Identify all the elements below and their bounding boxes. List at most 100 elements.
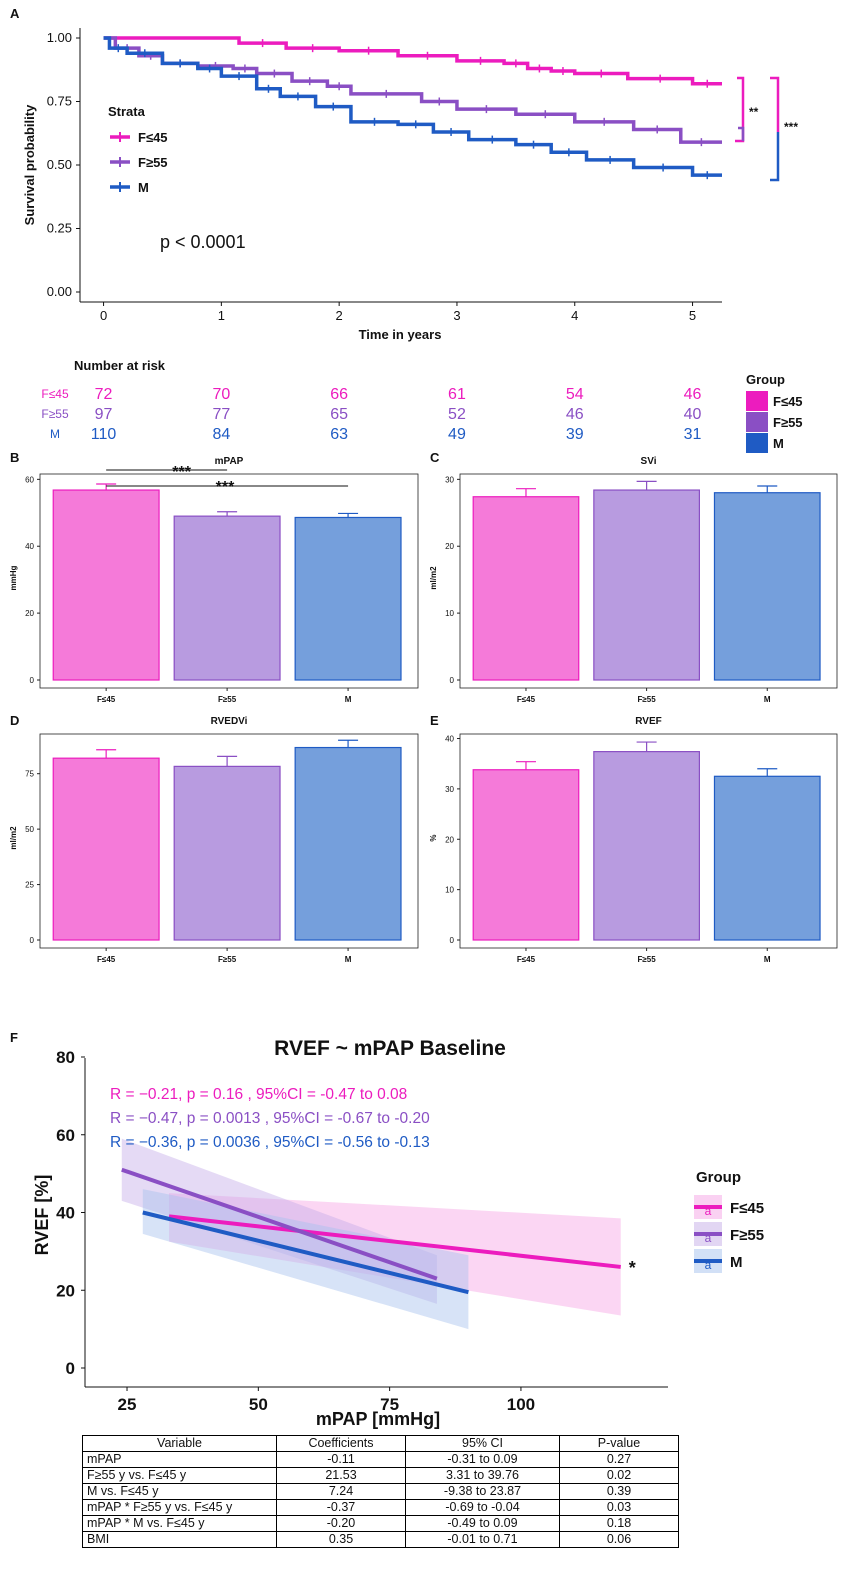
f-correlation-annotation: R = −0.21, p = 0.16 , 95%CI = -0.47 to 0…: [110, 1086, 407, 1103]
panel-c-frame: [459, 473, 838, 689]
bar-y-tick-label: 0: [450, 676, 455, 685]
f-legend-label: M: [730, 1254, 743, 1271]
bar-x-tick-label: F≥55: [218, 695, 237, 704]
cell-pvalue: 0.39: [559, 1483, 679, 1500]
panel-e-title: RVEF: [635, 716, 662, 727]
regression-line-F≤45: [168, 1214, 621, 1269]
table-row: mPAP -0.11 -0.31 to 0.09 0.27: [82, 1451, 679, 1468]
cell-pvalue: 0.03: [559, 1499, 679, 1516]
cell-variable: F≥55 y vs. F≤45 y: [82, 1467, 277, 1484]
cell-pvalue: 0.02: [559, 1467, 679, 1484]
risk-table-title: Number at risk: [74, 358, 166, 373]
header-ci: 95% CI: [405, 1435, 560, 1452]
cell-variable: BMI: [82, 1531, 277, 1548]
a-legend-title: Strata: [108, 104, 146, 119]
group-legend-title: Group: [746, 372, 785, 387]
panel-letter-d: D: [10, 713, 20, 728]
group-legend-label: M: [773, 436, 784, 451]
f-y-tick-label: 20: [56, 1281, 75, 1300]
a-legend-label: F≤45: [138, 130, 168, 145]
bar-x-tick-label: M: [345, 695, 352, 704]
panel-b-title: mPAP: [215, 456, 244, 467]
bar-F≥55: [593, 489, 700, 681]
f-correlation-annotation: R = −0.36, p = 0.0036 , 95%CI = -0.56 to…: [110, 1134, 430, 1151]
risk-value: 70: [212, 386, 230, 403]
a-bracket-f45-f55: [735, 76, 745, 143]
cell-coefficient: -0.37: [276, 1499, 406, 1516]
bar-y-tick-label: 25: [25, 881, 34, 890]
bar-x-tick-label: F≥55: [638, 695, 657, 704]
a-x-tick-label: 0: [100, 308, 107, 323]
cell-ci: -0.49 to 0.09: [405, 1515, 560, 1532]
panel-b-y-axis-title: mmHg: [9, 565, 18, 590]
f-y-axis-title: RVEF [%]: [32, 1175, 52, 1256]
a-legend-label: M: [138, 180, 149, 195]
a-x-tick-label: 5: [689, 308, 696, 323]
f-x-tick-label: 100: [507, 1395, 535, 1414]
bar-y-tick-label: 20: [445, 542, 454, 551]
panel-letter-e: E: [430, 713, 439, 728]
bar-F≤45: [472, 769, 580, 941]
bar-y-tick-label: 20: [445, 835, 454, 844]
risk-value: 40: [684, 406, 702, 423]
a-y-tick-label: 0.75: [47, 94, 72, 109]
f-x-tick-label: 75: [380, 1395, 399, 1414]
panel-d-y-axis-title: ml/m2: [9, 826, 18, 850]
cell-pvalue: 0.27: [559, 1451, 679, 1468]
f-legend-label: F≤45: [730, 1200, 764, 1217]
table-row: M vs. F≤45 y 7.24 -9.38 to 23.87 0.39: [82, 1483, 679, 1500]
bar-M: [294, 516, 402, 681]
bar-F≥55: [173, 765, 281, 941]
a-x-tick-label: 4: [571, 308, 578, 323]
a-y-tick-label: 1.00: [47, 30, 72, 45]
group-legend-label: F≥55: [773, 415, 803, 430]
bar-x-tick-label: F≥55: [638, 955, 657, 964]
risk-value: 63: [330, 426, 348, 443]
panel-d-title: RVEDVi: [211, 716, 248, 727]
f-significance-marker: *: [629, 1258, 636, 1278]
cell-coefficient: 21.53: [276, 1467, 406, 1484]
f-x-tick-label: 25: [118, 1395, 137, 1414]
cell-coefficient: -0.11: [276, 1451, 406, 1468]
risk-value: 54: [566, 386, 584, 403]
f-y-tick-label: 0: [66, 1359, 75, 1378]
group-legend-swatch: [746, 391, 768, 411]
risk-value: 66: [330, 386, 348, 403]
risk-value: 46: [566, 406, 584, 423]
risk-value: 39: [566, 426, 584, 443]
bar-M: [713, 492, 821, 681]
group-legend-label: F≤45: [773, 394, 803, 409]
a-y-tick-label: 0.25: [47, 221, 72, 236]
regression-line-M: [142, 1210, 469, 1295]
risk-row-label: M: [50, 427, 60, 441]
cell-variable: M vs. F≤45 y: [82, 1483, 277, 1500]
panel-letter-c: C: [430, 450, 440, 465]
bar-x-tick-label: F≥55: [218, 955, 237, 964]
cell-variable: mPAP * M vs. F≤45 y: [82, 1515, 277, 1532]
table-row: BMI 0.35 -0.01 to 0.71 0.06: [82, 1531, 679, 1548]
ci-band-F≥55: [121, 1138, 437, 1304]
figure-canvas: 0.00 0.25 0.50 0.75 1.00 0 1 2 3 4 5 Time in years S…: [9, 28, 838, 1429]
bar-x-tick-label: F≤45: [97, 955, 116, 964]
bar-y-tick-label: 0: [30, 676, 35, 685]
bar-y-tick-label: 0: [450, 936, 455, 945]
a-significance-label: **: [749, 105, 759, 119]
f-x-tick-label: 50: [249, 1395, 268, 1414]
bar-y-tick-label: 20: [25, 609, 34, 618]
regression-table: Variable Coefficients 95% CI P-value mPA…: [82, 1435, 679, 1548]
table-header-row: Variable Coefficients 95% CI P-value: [82, 1435, 679, 1452]
cell-ci: -0.01 to 0.71: [405, 1531, 560, 1548]
bar-y-tick-label: 0: [30, 936, 35, 945]
bar-F≤45: [52, 757, 160, 941]
group-legend-swatch: [746, 433, 768, 453]
cell-pvalue: 0.06: [559, 1531, 679, 1548]
significance-label: ***: [216, 479, 235, 496]
panel-e-y-axis-title: %: [429, 834, 438, 841]
f-y-tick-label: 60: [56, 1126, 75, 1145]
cell-ci: -0.69 to -0.04: [405, 1499, 560, 1516]
a-y-tick-label: 0.50: [47, 157, 72, 172]
a-y-axis-title: Survival probability: [22, 104, 37, 225]
f-legend-title: Group: [696, 1169, 741, 1186]
panel-letter-a: A: [10, 6, 20, 21]
table-row: F≥55 y vs. F≤45 y 21.53 3.31 to 39.76 0.02: [82, 1467, 679, 1484]
